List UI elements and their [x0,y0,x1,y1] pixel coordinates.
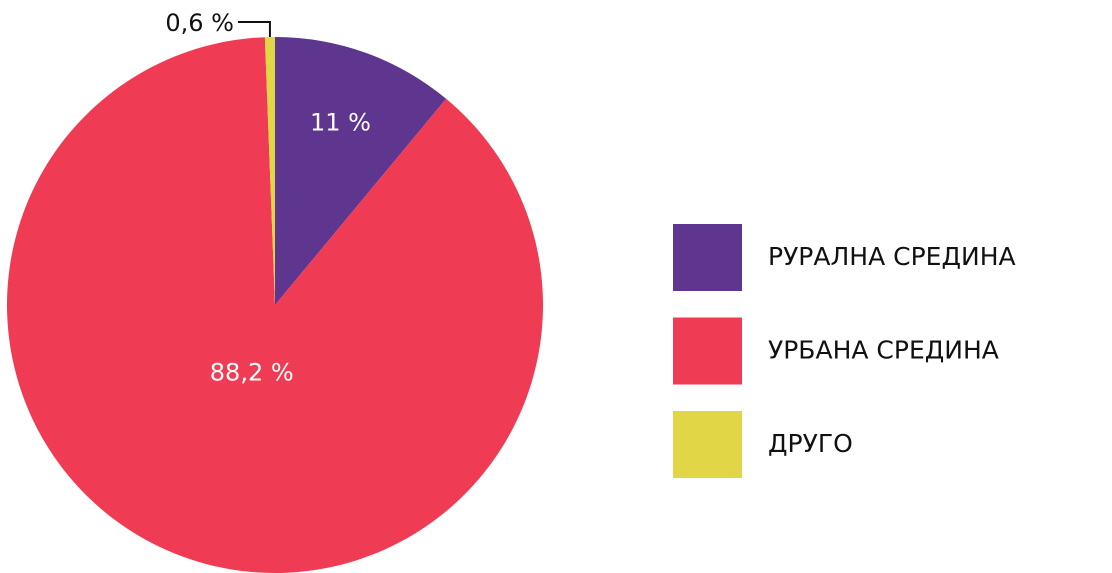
legend-swatch [673,411,742,478]
slice-label: 88,2 % [210,359,294,387]
pie-slice [275,37,447,305]
slice-label: 11 % [310,108,371,136]
legend-swatch [673,317,742,385]
legend-text: РУРАЛНА СРЕДИНА [768,242,1016,271]
legend-swatch [673,224,742,291]
legend-text: УРБАНА СРЕДИНА [768,336,999,365]
pie-slice [7,37,543,573]
slice-label: 0,6 % [165,9,234,37]
leader-line [237,21,271,38]
legend-text: ДРУГО [768,429,853,458]
pie-slice [264,37,275,305]
